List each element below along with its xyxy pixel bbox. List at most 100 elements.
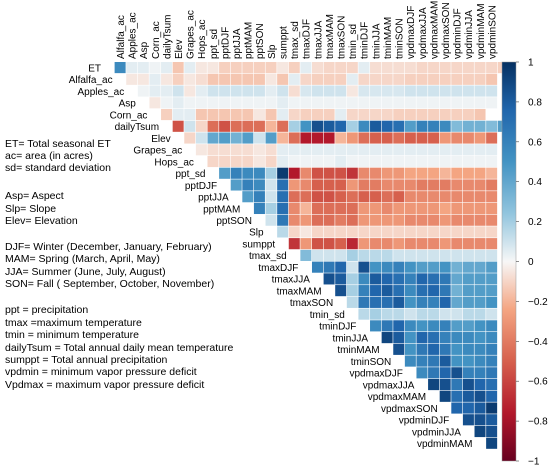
row-label: tminSON <box>351 357 392 368</box>
heatmap-cell <box>416 167 428 179</box>
heatmap-cell <box>451 367 463 379</box>
heatmap-cell <box>416 343 428 355</box>
heatmap-cell <box>462 308 474 320</box>
heatmap-cell <box>207 108 219 121</box>
heatmap-cell <box>393 308 405 320</box>
heatmap-cell <box>474 285 486 297</box>
heatmap-cell <box>346 191 358 203</box>
column-label: tminSON <box>395 18 406 59</box>
heatmap-cell <box>486 62 498 74</box>
heatmap-cell <box>358 226 370 238</box>
row-label: tmaxSON <box>290 298 333 309</box>
column-label: pptDJF <box>220 27 231 59</box>
row-label: tmin_sd <box>310 310 345 321</box>
heatmap-cell <box>381 73 393 85</box>
heatmap-cell <box>335 249 347 261</box>
heatmap-cell <box>439 308 451 320</box>
heatmap-cell <box>230 144 242 156</box>
colorbar-tick-label: 0.2 <box>528 217 542 228</box>
heatmap-cell <box>428 378 440 391</box>
heatmap-cell <box>277 85 289 97</box>
heatmap-cell <box>474 425 486 438</box>
heatmap-cell <box>451 120 463 132</box>
heatmap-cell <box>486 332 498 344</box>
heatmap-cell <box>288 155 300 168</box>
heatmap-cell <box>346 285 358 297</box>
heatmap-cell <box>486 97 498 109</box>
colorbar-tick-label: −0.8 <box>528 417 548 428</box>
heatmap-cell <box>335 202 347 215</box>
heatmap-cell <box>462 390 474 402</box>
heatmap-cell <box>219 144 231 156</box>
heatmap-cell <box>404 226 416 238</box>
heatmap-cell <box>474 214 486 226</box>
heatmap-cell <box>323 62 335 74</box>
legend-note: ppt = precipitation <box>5 304 88 316</box>
heatmap-cell <box>207 120 219 132</box>
heatmap-cell <box>265 202 277 215</box>
row-label: ppt_sd <box>175 169 205 180</box>
heatmap-cell <box>486 296 498 308</box>
heatmap-cell <box>404 73 416 85</box>
heatmap-cell <box>184 62 196 74</box>
heatmap-cell <box>311 108 323 121</box>
column-label: Alfalfa_ac <box>116 15 127 59</box>
heatmap-cell <box>300 179 312 191</box>
heatmap-cell <box>335 108 347 121</box>
heatmap-cell <box>404 97 416 109</box>
colorbar-tick-label: −0.2 <box>528 297 548 308</box>
row-label: Hops_ac <box>154 157 193 168</box>
row-labels: ETAlfalfa_acApples_acAspCorn_acdailyTsum… <box>69 63 473 450</box>
column-label: vpdmaxMAM <box>429 1 440 59</box>
heatmap-cell <box>253 132 265 144</box>
row-label: ET <box>88 63 101 74</box>
heatmap-cell <box>439 261 451 273</box>
heatmap-cell <box>288 191 300 203</box>
legend-note: tmin = minimum temperature <box>5 329 139 341</box>
heatmap-cell <box>381 238 393 250</box>
row-label: vpdmaxJJA <box>363 380 415 391</box>
heatmap-cell <box>393 238 405 250</box>
row-label: pptJJA <box>198 193 229 204</box>
heatmap-cell <box>346 179 358 191</box>
heatmap-cell <box>219 85 231 97</box>
heatmap-cell <box>358 285 370 297</box>
heatmap-cell <box>335 144 347 156</box>
heatmap-cell <box>393 120 405 132</box>
heatmap-cell <box>370 179 382 191</box>
column-label: vpdminMAM <box>476 3 487 59</box>
heatmap-cell <box>474 226 486 238</box>
heatmap-cell <box>358 191 370 203</box>
heatmap-cell <box>439 155 451 168</box>
legend-note: sumppt = Total annual precipitation <box>5 354 168 366</box>
heatmap-cell <box>219 120 231 132</box>
heatmap-cell <box>265 132 277 144</box>
heatmap-cell <box>323 85 335 97</box>
heatmap-cell <box>346 202 358 215</box>
heatmap-cell <box>428 144 440 156</box>
heatmap-cell <box>416 144 428 156</box>
heatmap-cell <box>381 62 393 74</box>
heatmap-cell <box>335 85 347 97</box>
heatmap-cell <box>404 261 416 273</box>
heatmap-cell <box>381 120 393 132</box>
heatmap-cell <box>184 97 196 109</box>
heatmap-cell <box>451 285 463 297</box>
row-label: pptDJF <box>185 181 217 192</box>
column-label: tminMAM <box>383 17 394 59</box>
heatmap-cell <box>195 62 207 74</box>
heatmap-cell <box>381 108 393 121</box>
heatmap-cell <box>288 85 300 97</box>
heatmap-cell <box>230 167 242 179</box>
heatmap-cell <box>486 261 498 273</box>
heatmap-cell <box>486 238 498 250</box>
heatmap-cell <box>381 132 393 144</box>
column-label: Elev <box>174 40 185 59</box>
heatmap-cell <box>358 214 370 226</box>
heatmap-cell <box>486 85 498 97</box>
heatmap-cell <box>439 202 451 215</box>
heatmap-cell <box>265 85 277 97</box>
heatmap-cell <box>462 202 474 215</box>
heatmap-cell <box>300 85 312 97</box>
heatmap-cell <box>323 238 335 250</box>
